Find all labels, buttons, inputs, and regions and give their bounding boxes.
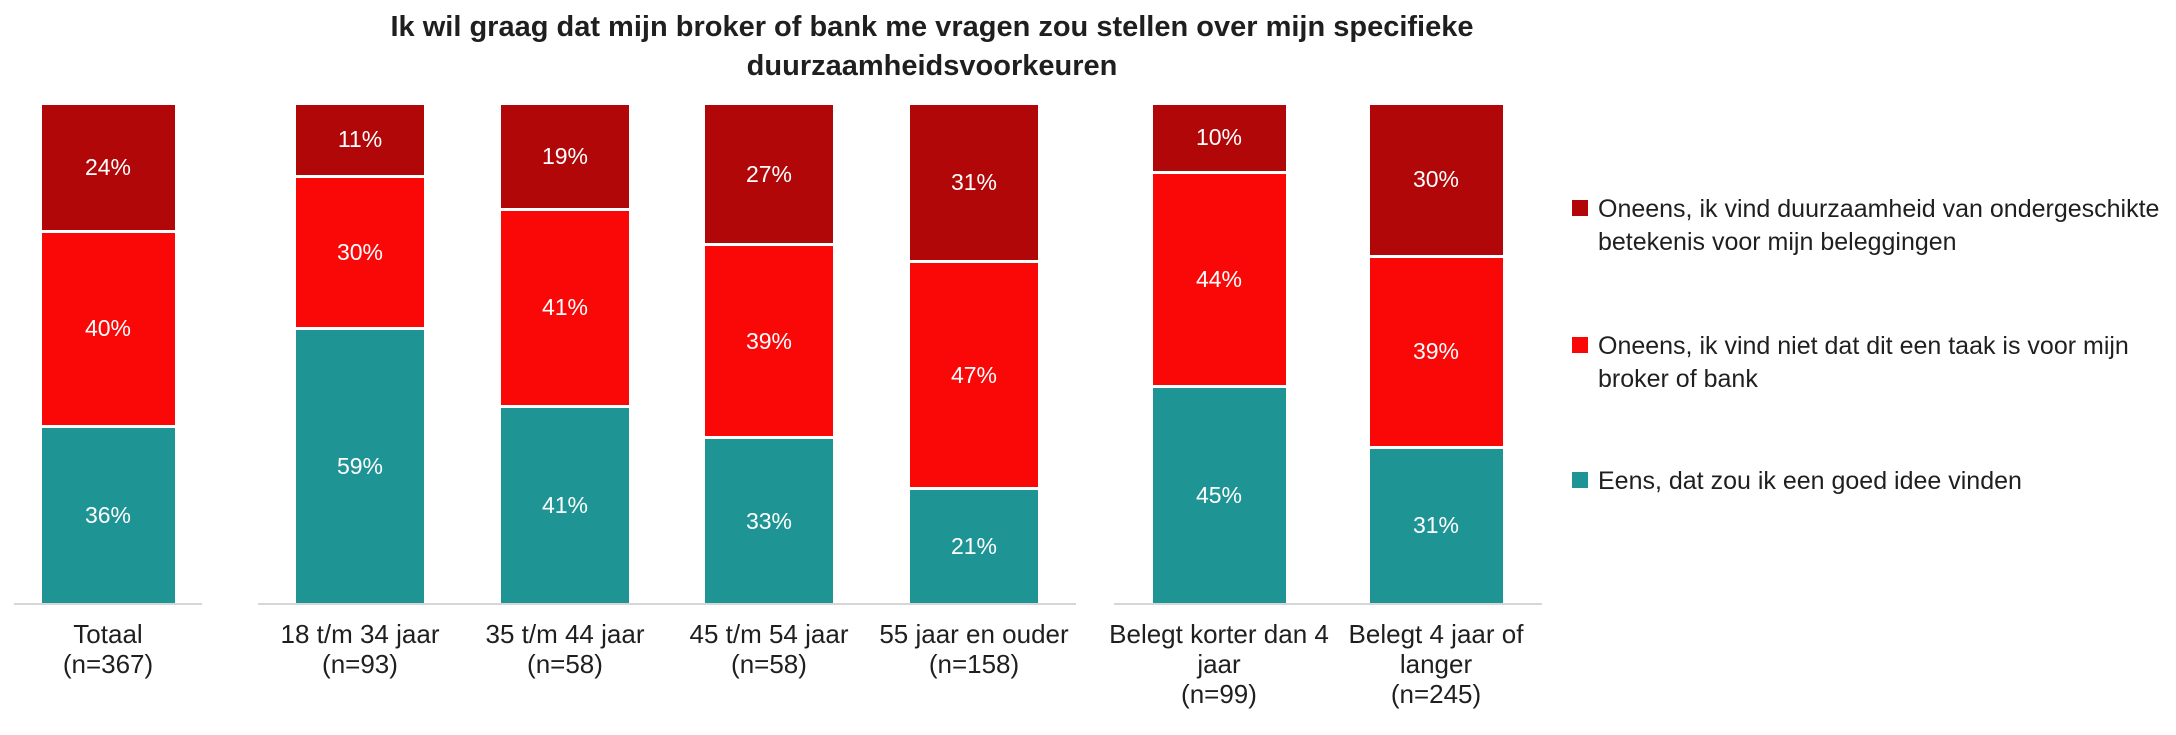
bar-segment: 39%: [705, 243, 833, 436]
bar-segment-value: 21%: [950, 533, 998, 560]
x-axis-line: [14, 603, 202, 605]
bar-column: 30% 39% 31%: [1369, 105, 1503, 603]
x-axis-label-line: 45 t/m 54 jaar: [689, 619, 849, 649]
bar-segment: 30%: [296, 174, 424, 328]
bar-segment-value: 44%: [1195, 265, 1243, 292]
bar-segment: 40%: [41, 229, 175, 425]
bar-column: 24% 40% 36%: [41, 105, 175, 603]
x-axis-label-line: jaar: [1197, 648, 1241, 679]
bar-segment: 19%: [501, 105, 629, 208]
bar-segment: 21%: [910, 487, 1038, 603]
bar-segment: 24%: [41, 105, 175, 230]
legend-swatch-icon: [1572, 337, 1588, 353]
x-axis-label-line: Belegt 4 jaar of: [1348, 619, 1524, 649]
bar-segment: 44%: [1152, 170, 1286, 385]
legend-label: Oneens, ik vind niet dat dit een taak is…: [1598, 332, 2129, 393]
x-axis-label-line: (n=58): [731, 648, 807, 679]
bar-segment: 41%: [501, 405, 629, 604]
bar-column: 10% 44% 45%: [1152, 105, 1286, 603]
legend: Oneens, ik vind duurzaamheid van onderge…: [1572, 0, 2172, 735]
x-axis-label-line: Totaal: [73, 619, 143, 649]
bar-segment: 11%: [296, 105, 424, 175]
x-axis-label-line: 55 jaar en ouder: [879, 619, 1069, 649]
bar-segment-value: 39%: [745, 327, 793, 354]
x-axis-label-line: (n=58): [527, 648, 603, 679]
bar-segment-value: 36%: [84, 501, 132, 528]
x-axis-line: [1114, 603, 1542, 605]
x-axis-label-line: 18 t/m 34 jaar: [280, 619, 440, 649]
bar-segment-value: 47%: [950, 361, 998, 388]
legend-item: Oneens, ik vind niet dat dit een taak is…: [1572, 330, 2129, 395]
legend-item: Oneens, ik vind duurzaamheid van onderge…: [1572, 193, 2159, 258]
bar-segment-value: 45%: [1195, 481, 1243, 508]
bar-column: 11% 30% 59%: [296, 105, 424, 603]
legend-label: Eens, dat zou ik een goed idee vinden: [1598, 467, 2022, 495]
bar-segment: 59%: [296, 327, 424, 603]
bar-segment-value: 24%: [84, 153, 132, 180]
bar-segment-value: 33%: [745, 507, 793, 534]
legend-swatch-icon: [1572, 472, 1588, 488]
x-axis-label: 45 t/m 54 jaar (n=58): [629, 619, 909, 680]
bar-segment: 47%: [910, 260, 1038, 488]
bar-segment-value: 27%: [745, 160, 793, 187]
bar-segment-value: 59%: [336, 453, 384, 480]
x-axis-label-line: (n=367): [62, 648, 154, 679]
x-axis-label: 18 t/m 34 jaar (n=93): [220, 619, 500, 680]
x-axis-label: 35 t/m 44 jaar (n=58): [425, 619, 705, 680]
x-axis-label-line: (n=158): [928, 648, 1020, 679]
bar-segment-value: 11%: [337, 126, 383, 153]
x-axis-label: 55 jaar en ouder (n=158): [834, 619, 1114, 680]
bar-segment: 31%: [1369, 445, 1503, 603]
bar-segment: 39%: [1369, 254, 1503, 446]
bar-segment-value: 19%: [541, 142, 589, 169]
chart-title: Ik wil graag dat mijn broker of bank me …: [390, 11, 1474, 82]
bar-segment-value: 41%: [541, 492, 589, 519]
x-axis-label-line: (n=99): [1181, 678, 1257, 709]
bar-segment: 30%: [1369, 105, 1503, 255]
bar-segment: 10%: [1152, 105, 1286, 171]
bar-segment-value: 31%: [1412, 512, 1460, 539]
bar-segment-value: 40%: [84, 315, 132, 342]
bar-segment-value: 31%: [950, 169, 998, 196]
bar-column: 31% 47% 21%: [910, 105, 1038, 603]
x-axis-label-line: Belegt korter dan 4: [1109, 619, 1329, 649]
legend-label: Oneens, ik vind duurzaamheid van onderge…: [1598, 195, 2160, 256]
x-axis-label: Belegt korter dan 4 jaar (n=99): [1079, 619, 1359, 710]
x-axis-label: Belegt 4 jaar of langer (n=245): [1296, 619, 1576, 710]
bar-segment-value: 30%: [1412, 166, 1460, 193]
bar-column: 27% 39% 33%: [705, 105, 833, 603]
x-axis-label-line: langer: [1399, 648, 1473, 679]
bar-segment: 27%: [705, 105, 833, 244]
bar-segment-value: 30%: [336, 238, 384, 265]
x-axis-label-line: (n=93): [322, 648, 398, 679]
x-axis-label: Totaal (n=367): [0, 619, 248, 680]
x-axis-label-line: (n=245): [1390, 678, 1482, 709]
x-axis-line: [258, 603, 1076, 605]
bar-segment: 33%: [705, 436, 833, 603]
bar-segment: 41%: [501, 207, 629, 406]
bar-segment: 36%: [41, 424, 175, 603]
legend-swatch-icon: [1572, 200, 1588, 216]
legend-item: Eens, dat zou ik een goed idee vinden: [1572, 465, 2022, 498]
bar-column: 19% 41% 41%: [501, 105, 629, 604]
x-axis-label-line: 35 t/m 44 jaar: [485, 619, 645, 649]
bar-segment-value: 41%: [541, 294, 589, 321]
bar-segment-value: 39%: [1412, 338, 1460, 365]
bar-segment: 45%: [1152, 384, 1286, 603]
bar-segment-value: 10%: [1195, 124, 1243, 151]
bar-segment: 31%: [910, 105, 1038, 261]
